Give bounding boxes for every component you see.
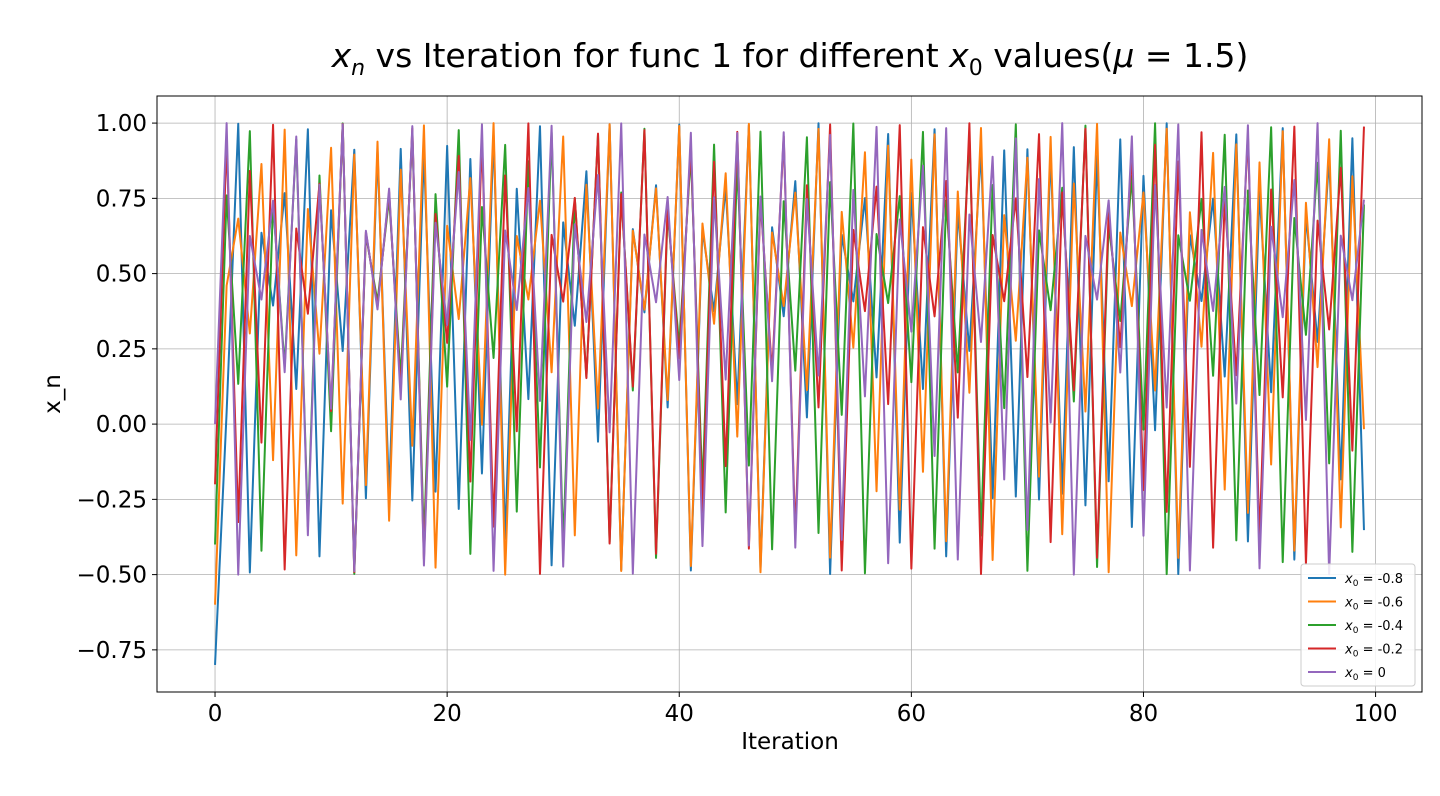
y-tick-label: 0.00 xyxy=(96,412,147,438)
x-tick-label: 60 xyxy=(897,701,926,727)
title-sub-0: 0 xyxy=(969,56,983,81)
y-tick-label: 0.50 xyxy=(96,262,147,288)
legend: x0 = -0.8 x0 = -0.6 x0 = -0.4 x0 = -0.2 x0 =… xyxy=(1300,563,1416,687)
series-line xyxy=(214,122,1365,576)
y-tick-label: 0.25 xyxy=(96,337,147,363)
title-sub-n: n xyxy=(351,56,365,81)
legend-label: x0 = -0.6 xyxy=(1344,596,1403,613)
legend-items: x0 = -0.8 x0 = -0.6 x0 = -0.4 x0 = -0.2 x0 =… xyxy=(1308,572,1403,683)
title-middle: vs Iteration for func 1 for different xyxy=(365,36,949,75)
y-tick-label: −0.50 xyxy=(77,563,147,589)
legend-label: x0 = 0 xyxy=(1344,666,1386,683)
title-x: x xyxy=(331,36,352,75)
legend-label: x0 = -0.4 xyxy=(1344,619,1403,636)
x-tick-label: 40 xyxy=(665,701,694,727)
axis-ticks: 0 20 40 60 80 100 −0.75 −0.50 −0.25 0.00 0.25 0.50 0… xyxy=(77,111,1398,727)
x-tick-label: 0 xyxy=(208,701,223,727)
x-axis-label: Iteration xyxy=(741,729,839,755)
x-tick-label: 80 xyxy=(1129,701,1158,727)
legend-box xyxy=(1300,563,1416,687)
plot-frame xyxy=(156,95,1423,693)
title-values: values( xyxy=(983,36,1114,75)
x-tick-label: 20 xyxy=(432,701,461,727)
series-lines xyxy=(214,122,1365,665)
legend-label: x0 = -0.8 xyxy=(1344,572,1403,589)
title-x0: x xyxy=(948,36,969,75)
y-tick-label: −0.75 xyxy=(77,638,147,664)
title-close: ) xyxy=(1236,36,1249,75)
y-tick-label: −0.25 xyxy=(77,487,147,513)
x-tick-label: 100 xyxy=(1354,701,1398,727)
legend-label: x0 = -0.2 xyxy=(1344,643,1403,660)
y-tick-label: 0.75 xyxy=(96,186,147,212)
y-tick-label: 1.00 xyxy=(96,111,147,137)
chart-title: xn vs Iteration for func 1 for different… xyxy=(331,36,1249,81)
title-mu: μ xyxy=(1112,36,1134,75)
title-mu-value: 1.5 xyxy=(1183,36,1235,75)
title-equals: = xyxy=(1134,36,1183,75)
y-axis-label: x_n xyxy=(40,374,66,414)
